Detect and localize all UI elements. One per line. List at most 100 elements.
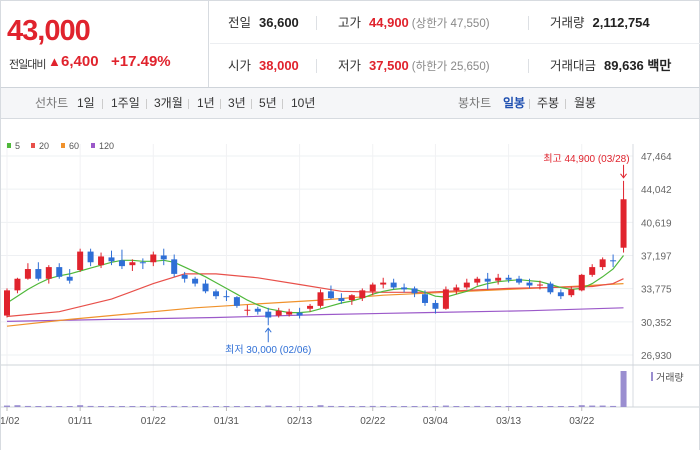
legend-label: 5 <box>15 141 20 151</box>
y-tick-label: 40,619 <box>641 218 672 229</box>
divider <box>102 99 103 109</box>
volume-bar <box>369 405 376 407</box>
y-tick-label: 26,930 <box>641 351 672 362</box>
candle-body <box>463 282 470 288</box>
candle-body <box>296 312 303 316</box>
candle-body <box>14 278 21 291</box>
daily-candle-button[interactable]: 일봉 <box>503 96 526 110</box>
chart-grid <box>1 144 634 407</box>
x-axis: 01/02 01/11 01/22 01/31 02/13 02/22 03/04 03/13… <box>0 407 595 427</box>
volume-bar <box>432 406 439 407</box>
x-tick-label: 03/13 <box>496 416 521 427</box>
volume-bar <box>453 406 460 407</box>
y-tick-label: 44,042 <box>641 185 672 196</box>
stats-row-2: 시가 38,000 저가 37,500 (하한가 25,650) 거래대금 89,636… <box>210 44 700 87</box>
volume-bar <box>536 406 543 407</box>
period-5y-button[interactable]: 5년 <box>259 96 277 110</box>
volume-bar <box>35 406 42 407</box>
candle-body <box>223 296 230 298</box>
candle-body <box>317 292 324 306</box>
open-label: 시가 <box>228 59 252 73</box>
volume-bar <box>223 406 230 407</box>
period-10y-button[interactable]: 10년 <box>291 96 316 110</box>
ma20-line <box>6 273 624 318</box>
divider <box>528 16 529 30</box>
volume-label: 거래량 <box>550 16 585 30</box>
candle-body <box>244 309 251 311</box>
candlestick-chart: 5 20 60 120 최고 44,900 (03/28) 최저 30,000 (02/… <box>0 141 699 427</box>
max-arrow-head <box>620 173 627 179</box>
candle-body <box>484 278 491 282</box>
candle-body <box>181 274 188 279</box>
low-cell: 저가 37,500 (하한가 25,650) <box>338 44 490 87</box>
stock-chart[interactable]: 5 20 60 120 최고 44,900 (03/28) 최저 30,000 (02/… <box>0 119 700 450</box>
volume-bar <box>505 406 512 407</box>
candle-body <box>233 297 240 306</box>
divider <box>220 99 221 109</box>
up-arrow-icon: ▲ <box>48 54 61 69</box>
low-label: 저가 <box>338 59 362 73</box>
volume-bar <box>327 405 334 407</box>
candle-body <box>495 277 502 281</box>
period-1d-button[interactable]: 1일 <box>77 96 95 110</box>
prev-close-cell: 전일 36,600 <box>228 1 299 44</box>
candle-body <box>24 269 31 279</box>
divider <box>529 99 530 109</box>
legend-label: 60 <box>69 141 79 151</box>
candle-body <box>516 278 523 283</box>
volume-bar <box>254 406 261 407</box>
volume-legend-swatch <box>651 372 653 381</box>
volume-bars: 거래량 <box>1 364 699 408</box>
candle-body <box>77 251 84 271</box>
y-tick-label: 30,352 <box>641 318 672 329</box>
high-value: 44,900 <box>369 15 409 30</box>
x-tick-label: 02/22 <box>360 416 385 427</box>
candles <box>4 180 627 326</box>
candle-body <box>254 308 261 312</box>
period-3y-button[interactable]: 3년 <box>228 96 246 110</box>
candle-body <box>380 282 387 285</box>
x-tick-label: 01/22 <box>141 416 166 427</box>
candle-body <box>327 291 334 299</box>
volume-bar <box>181 406 188 407</box>
volume-bar <box>589 405 596 407</box>
candle-body <box>432 302 439 309</box>
candle-body <box>171 259 178 274</box>
candle-body <box>160 255 167 260</box>
volume-bar <box>348 406 355 407</box>
volume-bar <box>233 406 240 407</box>
x-tick-label: 02/13 <box>287 416 312 427</box>
candle-body <box>547 283 554 293</box>
volume-bar <box>495 406 502 407</box>
volume-bar <box>578 405 585 407</box>
candle-body <box>129 262 136 266</box>
volume-bar <box>244 406 251 407</box>
min-arrow-head <box>264 327 272 333</box>
period-3m-button[interactable]: 3개월 <box>154 96 183 110</box>
annotations: 최고 44,900 (03/28) 최저 30,000 (02/06) <box>225 153 629 356</box>
legend-swatch <box>31 143 35 148</box>
open-cell: 시가 38,000 <box>228 44 299 87</box>
price-stats: 전일 36,600 고가 44,900 (상한가 47,550) 거래량 2,112,7… <box>210 1 700 87</box>
volume-cell: 거래량 2,112,754 <box>550 1 650 44</box>
volume-bar <box>118 406 125 407</box>
candle-body <box>589 267 596 275</box>
weekly-candle-button[interactable]: 주봉 <box>537 96 560 110</box>
legend-swatch <box>91 143 95 148</box>
period-1w-button[interactable]: 1주일 <box>111 96 140 110</box>
period-1y-button[interactable]: 1년 <box>197 96 215 110</box>
divider <box>316 16 317 30</box>
candle-body <box>307 305 314 309</box>
candle-body <box>453 287 460 291</box>
volume-bar <box>150 405 157 407</box>
candle-body <box>536 284 543 286</box>
volume-bar <box>265 405 272 407</box>
volume-bar <box>213 406 219 407</box>
volume-bar <box>45 405 52 407</box>
candle-body <box>422 294 428 303</box>
volume-bar <box>139 406 146 407</box>
candle-body <box>98 256 105 266</box>
monthly-candle-button[interactable]: 월봉 <box>574 96 597 110</box>
volume-bar <box>557 406 564 407</box>
chart-toolbar: 선차트 1일 1주일 3개월 1년 3년 5년 10년 봉차트 일봉 주봉 월봉 <box>0 88 700 119</box>
